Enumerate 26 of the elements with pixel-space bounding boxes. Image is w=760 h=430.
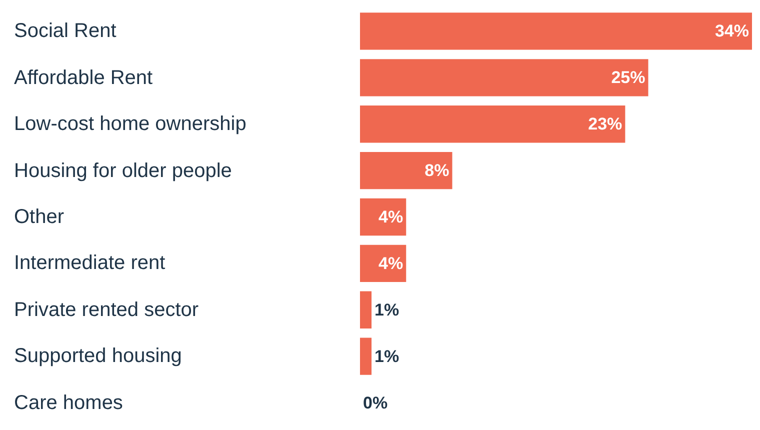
data-label: 1% [374, 346, 400, 366]
bar [360, 152, 452, 190]
bar [360, 244, 406, 282]
bar [360, 291, 372, 328]
y-tick-label: Supported housing [14, 345, 182, 367]
data-label: 23% [588, 114, 622, 134]
data-label: 8% [424, 161, 450, 180]
y-tick-label: Private rented sector [14, 299, 199, 321]
y-tick-label: Other [14, 206, 64, 228]
data-label: 4% [378, 254, 404, 273]
bar [360, 198, 406, 236]
bar [360, 12, 752, 50]
bar [360, 338, 372, 375]
data-label: 25% [611, 68, 646, 88]
y-tick-label: Intermediate rent [14, 252, 166, 274]
bar [360, 59, 648, 96]
data-label: 4% [378, 208, 404, 226]
y-tick-label: Social Rent [14, 20, 117, 42]
bar [360, 106, 626, 143]
y-tick-label: Care homes [14, 392, 123, 414]
data-label: 34% [714, 22, 749, 41]
data-label: 0% [363, 393, 388, 412]
y-tick-label: Housing for older people [14, 160, 232, 182]
y-tick-label: Affordable Rent [14, 67, 154, 89]
data-label: 1% [374, 300, 400, 320]
y-tick-label: Low-cost home ownership [14, 113, 246, 135]
